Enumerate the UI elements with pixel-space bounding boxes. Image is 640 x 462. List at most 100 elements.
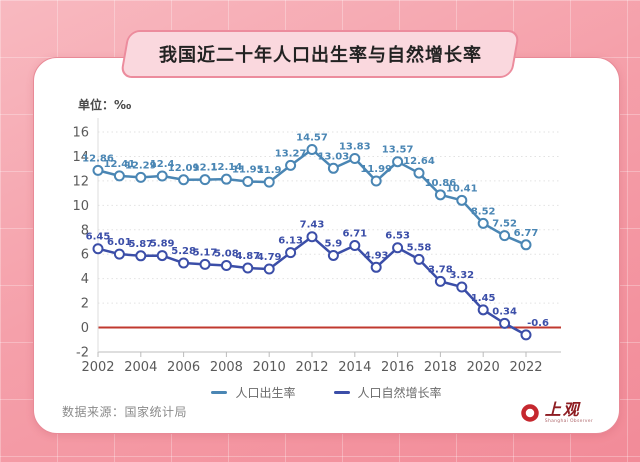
data-label: 3.32 [449,270,474,281]
data-point [242,176,254,187]
data-label: 10.86 [425,178,457,189]
data-label: 5.9 [325,238,343,249]
data-label: 6.45 [86,232,111,243]
data-point [477,304,489,316]
data-point [135,171,147,183]
data-label: 12.29 [125,160,157,171]
data-point [113,248,125,260]
data-point [113,170,125,182]
logo-ring-icon [521,404,539,422]
data-point [263,263,275,275]
data-point [92,164,104,176]
logo-name: 上观 [544,401,581,419]
data-label: 1.45 [471,293,496,304]
legend-marker [333,391,350,394]
data-point [156,250,168,262]
x-tick-label: 2016 [381,360,414,375]
data-label: 12.64 [403,156,435,167]
data-label: 12.86 [82,153,114,164]
data-point [349,153,361,165]
title-banner: 我国近二十年人口出生率与自然增长率 [119,30,521,78]
x-tick-label: 2004 [124,360,157,375]
brand-logo: 上观 Shanghai Observer [520,401,593,425]
x-tick-label: 2006 [167,360,200,375]
data-point [178,257,190,269]
y-tick-label: 14 [72,150,89,165]
y-tick-label: 12 [72,174,89,189]
legend-label: 人口自然增长率 [357,386,442,400]
data-label: 5.89 [150,239,175,250]
data-label: 12.41 [104,159,136,170]
data-point [285,159,297,171]
data-point [199,174,211,186]
data-label: 12.14 [211,162,243,173]
data-label: 6.53 [385,231,410,242]
data-point [370,261,382,273]
legend-marker [211,391,228,394]
data-point [92,243,104,255]
data-label: 11.99 [360,164,392,175]
y-tick-label: 16 [72,126,89,141]
data-label: 5.87 [128,239,153,250]
data-label: 6.77 [514,228,539,239]
data-point [520,329,532,341]
data-point [413,253,425,265]
data-point [285,247,297,259]
data-point [520,239,532,251]
data-label: 11.9 [257,165,282,176]
data-label: 6.71 [342,229,367,240]
data-label: 12.1 [193,163,218,174]
data-label: 0.34 [492,306,517,317]
data-point [263,176,275,188]
x-tick-label: 2014 [338,360,371,375]
x-tick-label: 2002 [81,360,114,375]
data-source-label: 数据来源：国家统计局 [62,405,188,419]
data-point [306,143,318,155]
data-label: 12.4 [150,159,175,170]
data-label: 3.78 [428,264,453,275]
data-point [370,175,382,187]
data-point [499,317,511,329]
data-point [499,230,511,242]
data-point [392,156,404,168]
data-point [135,250,147,262]
y-tick-label: 0 [81,321,89,336]
data-label: 14.57 [296,132,328,143]
data-point [306,231,318,243]
x-tick-label: 2018 [424,360,457,375]
data-point [220,173,232,185]
unit-label: 单位：‰ [78,98,132,112]
data-point [434,189,446,201]
data-label: 13.57 [382,145,414,156]
x-tick-label: 2020 [467,360,500,375]
x-tick-label: 2008 [210,360,243,375]
data-point [413,167,425,179]
data-label: 6.13 [278,236,303,247]
data-point [392,242,404,254]
data-label: 7.43 [300,220,325,231]
data-label: 11.95 [232,165,264,176]
data-point [327,249,339,261]
data-point [434,275,446,287]
data-label: 6.01 [107,237,132,248]
page-title: 我国近二十年人口出生率与自然增长率 [158,45,482,66]
x-tick-label: 2010 [253,360,286,375]
data-point [349,240,361,252]
data-label: 13.83 [339,142,371,153]
y-tick-label: 10 [72,199,89,214]
legend-item-1: 人口自然增长率 [333,384,442,401]
x-tick-label: 2012 [295,360,328,375]
data-label: 4.93 [364,250,389,261]
data-label: 10.41 [446,183,478,194]
data-point [456,194,468,206]
data-label: 5.08 [214,248,239,259]
data-point [199,258,211,270]
data-label: 5.28 [171,246,196,257]
y-tick-label: 4 [81,272,89,287]
chart-canvas: -2 0 2 4 6 8 10 12 14 16 2002 2004 2006 2008 2010 2012 2… [72,118,561,375]
y-tick-label: 6 [81,248,89,263]
data-label: 5.17 [193,247,218,258]
chart-card: 单位：‰ -2 0 2 4 6 8 10 12 14 16 2002 2004 2006 2008 2010… [33,57,620,434]
data-label: 4.79 [257,252,282,263]
